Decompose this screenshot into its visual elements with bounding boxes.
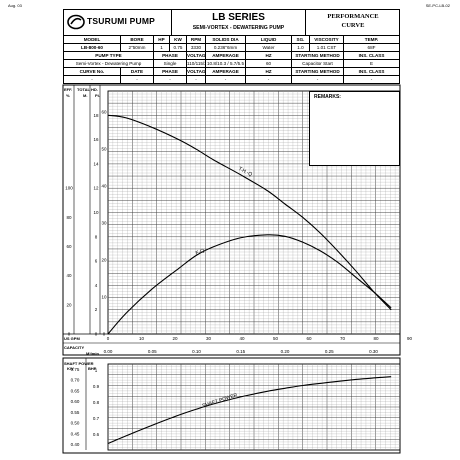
spec-table: MODEL BORE HP KW RPM SOLIDS DIA LIQUID S… [63,35,400,84]
shaft-power-curve [107,376,392,445]
gpm-tick-label: 10 [139,336,145,341]
kw-header: KW [67,366,74,371]
curve-title-line2: CURVE [341,22,365,29]
curve-title-line1: PERFORMANCE [327,13,379,20]
eff-tick-label: 80 [66,215,72,220]
main-grid [62,84,401,356]
m3min-label: M³/min [86,351,99,356]
header-divider-left [171,9,172,36]
kw-tick-label: 0.65 [71,388,80,393]
kw-tick-label: 0.45 [71,431,80,436]
remarks-label: REMARKS: [314,94,341,100]
m-tick-label: 8 [95,234,98,239]
ft-tick-label: 30 [101,220,107,225]
gpm-tick-label: 50 [273,336,279,341]
capacity-label: CAPACITY [64,345,85,350]
m3-tick-label: 0.20 [281,349,290,354]
ft-header: Ft. [95,93,100,98]
m3-tick-label: 0.25 [325,349,334,354]
gpm-tick-label: 0 [107,336,110,341]
us-gpm-label: US GPM [64,336,80,341]
ft-tick-label: 50 [101,146,107,151]
m3-tick-label: 0.30 [369,349,378,354]
ft-tick-label: 60 [101,109,107,114]
kw-tick-label: 0.40 [71,442,80,447]
bhp-tick-label: 0.6 [93,432,100,437]
power-grid [62,357,401,454]
pct-header: % [66,93,70,98]
gpm-tick-label: 70 [340,336,346,341]
power-curves: SHAFT POWER [107,376,392,445]
bhp-tick-label: 0.8 [93,400,100,405]
series-subtitle: SEMI-VORTEX - DEWATERING PUMP [192,25,285,31]
series-title: LB SERIES [212,12,265,23]
bhp-tick-label: 1 [95,368,98,373]
m3-tick-label: 0.10 [192,349,201,354]
ft-tick-label: 40 [101,183,107,188]
kw-tick-label: 0.70 [71,378,80,383]
doc-code: SE-PC-LB-02 [425,3,450,8]
eff-tick-label: 20 [66,302,72,307]
spec-row2-headers: PUMP TYPE PHASE VOLTAGE AMPERAGE HZ STAR… [63,51,400,60]
efficiency-curve-label: E-Q [195,248,206,257]
bhp-header: BHP [88,366,97,371]
efficiency-curve [107,234,392,335]
m-tick-label: 4 [95,283,98,288]
m-tick-label: 10 [93,210,99,215]
power-outer-frame [62,357,401,454]
head-curve [107,114,392,311]
ft-tick-label: 10 [101,294,107,299]
m3-tick-label: 0.15 [236,349,245,354]
total-hd-header: TOTAL HD. [77,87,98,92]
ft-tick-label: 0 [103,332,106,337]
gpm-tick-label: 40 [239,336,245,341]
gpm-tick-label: 90 [407,336,413,341]
spec-ins-class-2: - [343,75,400,84]
main-curves: T.H.-Q E-Q [107,114,392,335]
m-tick-label: 16 [93,137,99,142]
header-divider-right [305,9,306,36]
gpm-tick-label: 60 [306,336,312,341]
brand-name: TSURUMI PUMP [87,16,156,26]
kw-tick-label: 0.50 [71,421,80,426]
m-tick-label: 6 [95,259,98,264]
m3-tick-label: 0.00 [104,349,113,354]
gpm-tick-label: 20 [172,336,178,341]
m-tick-label: 14 [93,161,99,166]
eff-tick-label: 100 [65,186,73,191]
eff-tick-label: 0 [68,332,71,337]
spec-row1-values: LB-800-60 2"50mm 1 0.75 3330 0.236"6mm W… [63,43,400,52]
bhp-tick-label: 0.9 [93,384,100,389]
main-axis-labels: 1816141210864206050403020100100806040200… [65,109,412,354]
m-tick-label: 0 [95,332,98,337]
m-header: M. [83,93,88,98]
spec-row2-values: Semi-Vortex - Dewatering Pump Single 110… [63,59,400,68]
m-tick-label: 2 [95,307,98,312]
eff-tick-label: 40 [66,273,72,278]
eff-header: EFF. [64,87,73,92]
date-code: Aug. 03 [8,3,22,8]
head-curve-label: T.H.-Q [237,166,253,178]
eff-tick-label: 60 [66,244,72,249]
kw-tick-label: 0.60 [71,399,80,404]
kw-tick-label: 0.55 [71,410,80,415]
remarks-box: REMARKS: [309,91,400,166]
m3-tick-label: 0.05 [148,349,157,354]
gpm-tick-label: 30 [206,336,212,341]
shaft-power-header: SHAFT POWER [64,361,94,366]
bhp-tick-label: 0.7 [93,416,100,421]
m-tick-label: 18 [93,113,99,118]
spec-row3-values: - - - - - - - - [63,75,400,84]
power-axis-labels: 0.75 0.70 0.65 0.60 0.55 0.50 0.45 0.40 1 0.9 0.8 0… [71,367,100,447]
m-tick-label: 12 [93,186,99,191]
gpm-tick-label: 80 [373,336,379,341]
tsurumi-swirl-icon [67,14,85,30]
kw-tick-label: 0.75 [71,367,80,372]
ft-tick-label: 20 [101,257,107,262]
